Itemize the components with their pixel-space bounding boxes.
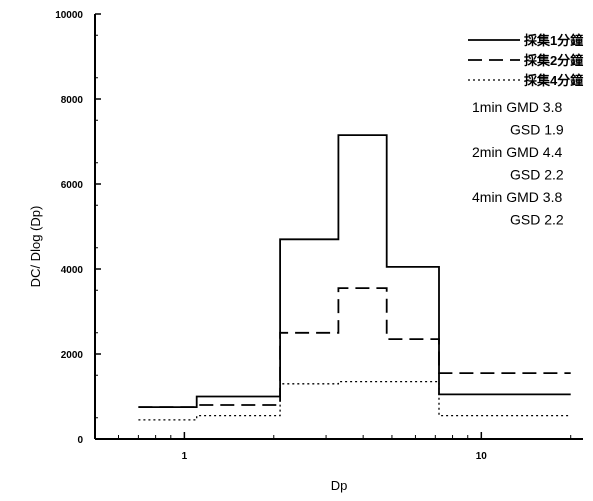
series-line-3 [138, 380, 571, 421]
y-tick-label: 4000 [61, 265, 84, 276]
y-axis-label: DC/ Dlog (Dp) [28, 206, 43, 288]
stat-annotation: GSD 2.2 [510, 212, 564, 228]
stat-annotation: GSD 2.2 [510, 167, 564, 183]
series-line-1 [138, 134, 571, 408]
y-tick-label: 6000 [61, 180, 84, 191]
legend-label: 採集4分鐘 [524, 73, 583, 88]
stat-annotation: 1min GMD 3.8 [472, 99, 562, 115]
stat-annotation: 4min GMD 3.8 [472, 189, 562, 205]
stat-annotation: 2min GMD 4.4 [472, 144, 562, 160]
series-line-2 [138, 287, 571, 408]
y-tick-label: 0 [77, 435, 83, 446]
y-tick-label: 8000 [61, 95, 84, 106]
stats-annotations: 1min GMD 3.8 GSD 1.9 2min GMD 4.4 GSD 2.2 4m… [472, 99, 564, 228]
series-group [138, 134, 571, 421]
stat-annotation: GSD 1.9 [510, 122, 564, 138]
y-tick-label: 2000 [61, 350, 84, 361]
y-tick-label: 10000 [55, 10, 83, 21]
axes: 0 2000 4000 6000 8000 10000 1 10 [55, 10, 583, 462]
legend-label: 採集2分鐘 [524, 53, 583, 68]
legend-label: 採集1分鐘 [524, 33, 583, 48]
x-axis-label: Dp [331, 478, 348, 493]
x-tick-label: 1 [182, 451, 188, 462]
x-tick-label: 10 [476, 451, 488, 462]
